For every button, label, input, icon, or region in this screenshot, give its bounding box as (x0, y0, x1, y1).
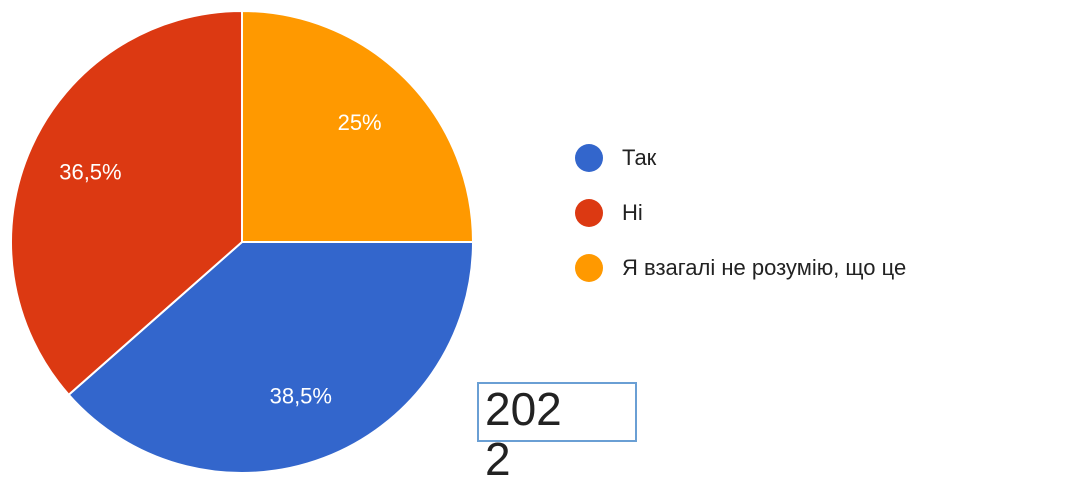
annotation-box: 2022 (477, 382, 637, 481)
slice-label: 38,5% (270, 383, 332, 408)
pie-slice (67, 241, 475, 474)
legend-label: Так (622, 145, 657, 170)
legend-label: Я взагалі не розумію, що це (622, 255, 906, 280)
pie-slice (241, 9, 475, 243)
legend-label: Ні (622, 200, 643, 225)
legend-swatch (575, 254, 603, 282)
slice-label: 25% (338, 110, 382, 135)
pie-slice (10, 9, 243, 397)
legend-swatch (575, 144, 603, 172)
slice-label: 36,5% (59, 159, 121, 184)
legend-swatch (575, 199, 603, 227)
